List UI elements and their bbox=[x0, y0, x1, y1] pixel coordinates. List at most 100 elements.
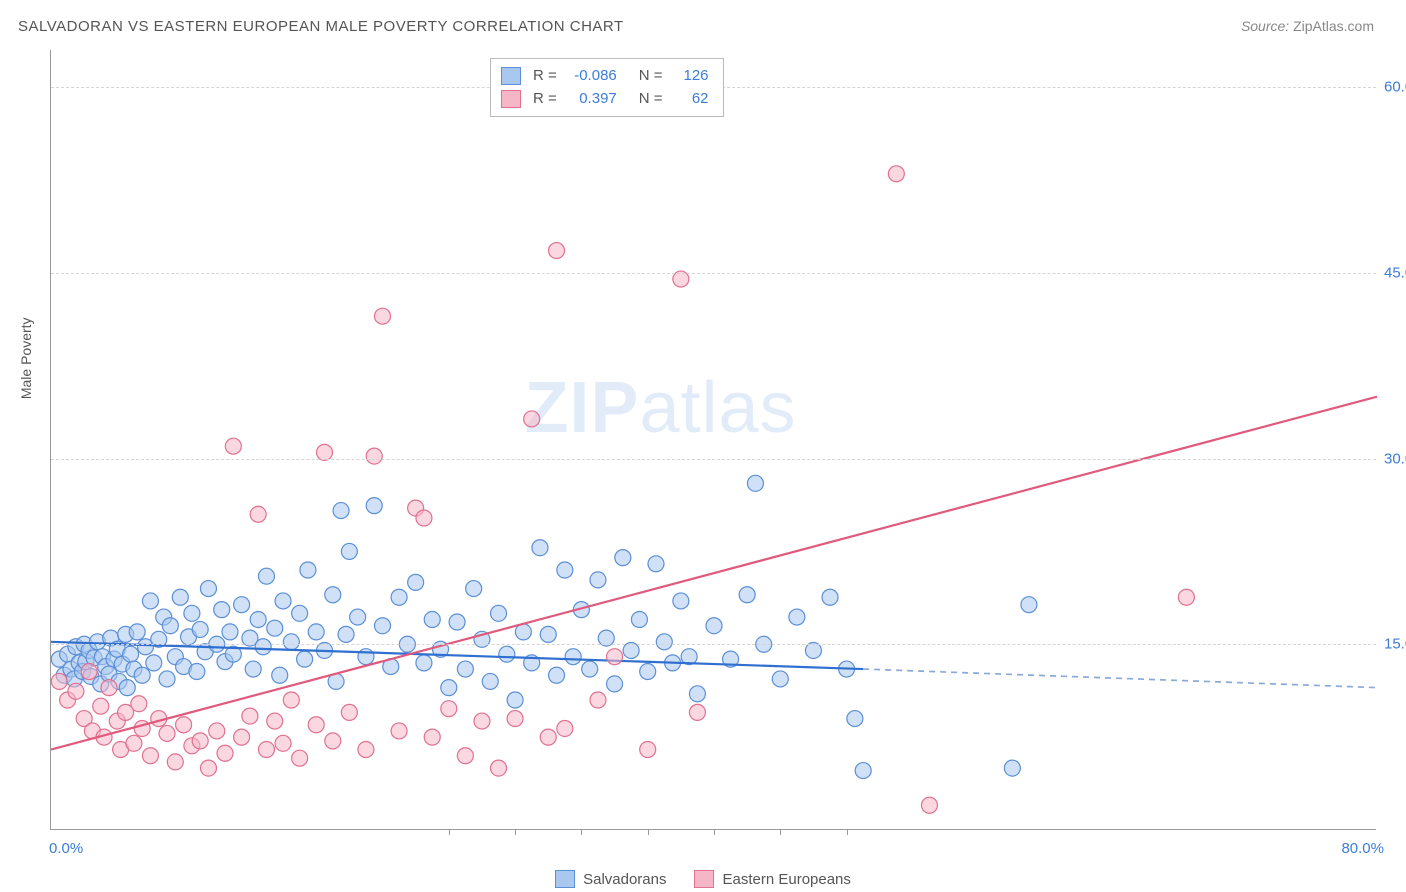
data-point bbox=[192, 621, 208, 637]
r-value: 0.397 bbox=[567, 88, 617, 111]
x-max-label: 80.0% bbox=[1341, 840, 1384, 857]
data-point bbox=[129, 624, 145, 640]
data-point bbox=[540, 626, 556, 642]
data-point bbox=[81, 664, 97, 680]
data-point bbox=[772, 671, 788, 687]
data-point bbox=[225, 438, 241, 454]
x-tick bbox=[847, 829, 848, 835]
data-point bbox=[590, 692, 606, 708]
stats-row: R =-0.086N =126 bbox=[501, 65, 709, 88]
data-point bbox=[358, 649, 374, 665]
data-point bbox=[200, 581, 216, 597]
data-point bbox=[540, 729, 556, 745]
data-point bbox=[391, 723, 407, 739]
n-label: N = bbox=[639, 65, 663, 88]
data-point bbox=[822, 589, 838, 605]
data-point bbox=[123, 646, 139, 662]
data-point bbox=[119, 680, 135, 696]
data-point bbox=[474, 713, 490, 729]
data-point bbox=[747, 475, 763, 491]
data-point bbox=[131, 696, 147, 712]
data-point bbox=[615, 550, 631, 566]
data-point bbox=[524, 411, 540, 427]
data-point bbox=[607, 649, 623, 665]
data-point bbox=[607, 676, 623, 692]
data-point bbox=[408, 574, 424, 590]
data-point bbox=[656, 634, 672, 650]
data-point bbox=[245, 661, 261, 677]
data-point bbox=[51, 673, 67, 689]
plot-area: ZIPatlas 0.0% 80.0% 15.0%30.0%45.0%60.0% bbox=[50, 50, 1376, 830]
data-point bbox=[706, 618, 722, 634]
data-point bbox=[292, 605, 308, 621]
data-point bbox=[366, 498, 382, 514]
data-point bbox=[789, 609, 805, 625]
data-point bbox=[689, 704, 705, 720]
data-point bbox=[258, 568, 274, 584]
data-point bbox=[189, 664, 205, 680]
data-point bbox=[549, 243, 565, 259]
regression-line-dashed bbox=[863, 669, 1377, 688]
data-point bbox=[176, 717, 192, 733]
data-point bbox=[499, 646, 515, 662]
data-point bbox=[424, 729, 440, 745]
x-tick bbox=[648, 829, 649, 835]
legend-swatch bbox=[501, 67, 521, 85]
source-name: ZipAtlas.com bbox=[1293, 18, 1374, 34]
data-point bbox=[366, 448, 382, 464]
data-point bbox=[532, 540, 548, 556]
data-point bbox=[68, 683, 84, 699]
data-point bbox=[888, 166, 904, 182]
data-point bbox=[739, 587, 755, 603]
scatter-svg bbox=[51, 50, 1376, 829]
data-point bbox=[255, 639, 271, 655]
data-point bbox=[921, 797, 937, 813]
x-tick bbox=[581, 829, 582, 835]
data-point bbox=[358, 742, 374, 758]
data-point bbox=[234, 597, 250, 613]
data-point bbox=[640, 742, 656, 758]
data-point bbox=[308, 624, 324, 640]
n-value: 126 bbox=[673, 65, 709, 88]
data-point bbox=[350, 609, 366, 625]
data-point bbox=[673, 593, 689, 609]
legend-item: Salvadorans bbox=[555, 870, 666, 888]
data-point bbox=[1021, 597, 1037, 613]
data-point bbox=[300, 562, 316, 578]
data-point bbox=[234, 729, 250, 745]
legend-swatch bbox=[694, 870, 714, 888]
y-axis-title: Male Poverty bbox=[18, 317, 34, 399]
stats-row: R =0.397N =62 bbox=[501, 88, 709, 111]
data-point bbox=[482, 673, 498, 689]
data-point bbox=[250, 612, 266, 628]
data-point bbox=[93, 698, 109, 714]
data-point bbox=[855, 763, 871, 779]
data-point bbox=[391, 589, 407, 605]
data-point bbox=[142, 593, 158, 609]
data-point bbox=[416, 655, 432, 671]
legend-swatch bbox=[555, 870, 575, 888]
legend-swatch bbox=[501, 90, 521, 108]
data-point bbox=[449, 614, 465, 630]
data-point bbox=[142, 748, 158, 764]
data-point bbox=[847, 711, 863, 727]
data-point bbox=[582, 661, 598, 677]
data-point bbox=[162, 618, 178, 634]
data-point bbox=[172, 589, 188, 605]
data-point bbox=[557, 562, 573, 578]
n-value: 62 bbox=[673, 88, 709, 111]
data-point bbox=[341, 543, 357, 559]
data-point bbox=[267, 713, 283, 729]
data-point bbox=[134, 667, 150, 683]
data-point bbox=[267, 620, 283, 636]
data-point bbox=[424, 612, 440, 628]
data-point bbox=[292, 750, 308, 766]
n-label: N = bbox=[639, 88, 663, 111]
x-tick bbox=[780, 829, 781, 835]
data-point bbox=[250, 506, 266, 522]
x-origin-label: 0.0% bbox=[49, 840, 83, 857]
data-point bbox=[333, 503, 349, 519]
data-point bbox=[283, 692, 299, 708]
legend-label: Salvadorans bbox=[583, 871, 666, 888]
data-point bbox=[242, 708, 258, 724]
